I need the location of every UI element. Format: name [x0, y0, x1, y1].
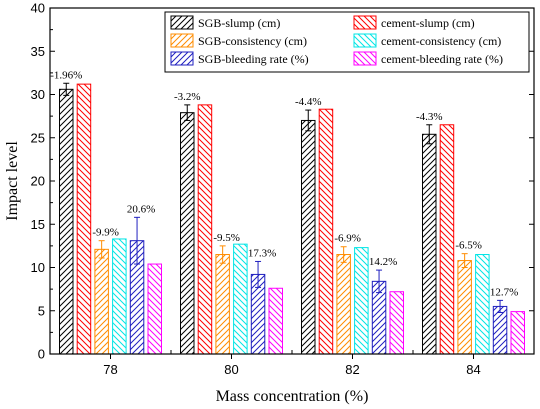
bar-sgb-consistency-cm-80 — [215, 254, 230, 355]
y-tick-label: 25 — [31, 130, 45, 145]
bar-sgb-consistency-cm-82 — [336, 254, 351, 355]
bar-cement-consistency-cm-82 — [354, 247, 369, 355]
bar-cement-consistency-cm-78 — [112, 238, 127, 355]
annotation-label: -9.9% — [92, 227, 119, 239]
bar-cement-bleeding-rate-84 — [510, 311, 525, 355]
x-axis-title: Mass concentration (%) — [216, 388, 369, 405]
bar-sgb-consistency-cm-78 — [94, 248, 109, 355]
x-axis: 78 80 82 84 — [103, 350, 481, 377]
annotation-label: -3.2% — [174, 91, 201, 103]
bar-cement-consistency-cm-80 — [233, 243, 248, 355]
error-bar — [376, 269, 383, 294]
bar-sgb-slump-cm-82 — [301, 119, 316, 355]
legend-swatch — [353, 15, 377, 30]
error-bar — [461, 253, 468, 268]
legend-label: SGB-slump (cm) — [198, 16, 280, 30]
y-tick-label: 15 — [31, 217, 45, 232]
bar-sgb-slump-cm-84 — [422, 133, 437, 355]
error-bar — [497, 299, 504, 313]
bar-cement-bleeding-rate-82 — [389, 291, 404, 355]
legend-label: cement-consistency (cm) — [381, 34, 501, 48]
error-bar — [184, 104, 191, 121]
y-tick-label: 5 — [38, 303, 45, 318]
y-tick-label: 20 — [31, 174, 45, 189]
bar-cement-slump-cm-82 — [318, 108, 334, 355]
x-tick-label: 82 — [345, 362, 359, 377]
legend-label: cement-bleeding rate (%) — [381, 52, 503, 66]
legend-swatch — [170, 51, 194, 66]
legend-swatch — [170, 15, 194, 30]
error-bar — [340, 246, 347, 263]
annotation-label: -9.5% — [213, 232, 240, 244]
legend-swatch — [170, 33, 194, 48]
bar-cement-bleeding-rate-80 — [268, 287, 283, 355]
annotation-label: -4.4% — [295, 96, 322, 108]
x-tick-label: 78 — [103, 362, 117, 377]
error-bar — [305, 109, 312, 132]
annotation-label: -1.96% — [50, 69, 82, 81]
y-tick-label: 30 — [31, 87, 45, 102]
annotation-label: 14.2% — [369, 256, 397, 268]
error-bar — [134, 216, 141, 265]
bar-sgb-bleeding-rate-84 — [492, 305, 508, 355]
error-bar — [98, 240, 105, 259]
error-bars-layer — [63, 82, 504, 313]
bar-cement-slump-cm-84 — [439, 124, 455, 355]
annotation-label: 17.3% — [248, 247, 276, 259]
annotation-label: 12.7% — [490, 286, 518, 298]
annotation-label: -6.9% — [334, 233, 361, 245]
bar-sgb-consistency-cm-84 — [457, 260, 472, 355]
y-tick-label: 0 — [38, 347, 45, 362]
bar-sgb-slump-cm-80 — [180, 112, 195, 355]
error-bar — [63, 82, 70, 96]
annotation-label: -4.3% — [416, 111, 443, 123]
legend-label: cement-slump (cm) — [381, 16, 475, 30]
x-tick-label: 80 — [224, 362, 238, 377]
y-axis-title: Impact level — [4, 141, 21, 221]
error-bar — [426, 124, 433, 145]
bar-cement-consistency-cm-84 — [475, 254, 490, 355]
bar-sgb-slump-cm-78 — [59, 88, 74, 355]
annotation-label: -6.5% — [455, 240, 482, 252]
bar-cement-slump-cm-78 — [76, 83, 92, 355]
bar-cement-slump-cm-80 — [197, 104, 213, 355]
y-axis: 0 5 10 15 20 25 30 35 40 — [31, 1, 534, 362]
legend: SGB-slump (cm) cement-slump (cm) SGB-consi… — [164, 11, 530, 73]
annotation-label: 20.6% — [127, 203, 155, 215]
annotations-layer: -1.96% -9.9% 20.6% -3.2% -9.5% 17.3% -4.4% -6.9… — [50, 69, 518, 298]
y-tick-label: 35 — [31, 44, 45, 59]
error-bar — [219, 245, 226, 264]
legend-label: SGB-consistency (cm) — [198, 34, 307, 48]
error-bar — [255, 260, 262, 288]
legend-swatch — [353, 33, 377, 48]
y-tick-label: 40 — [31, 1, 45, 16]
x-tick-label: 84 — [466, 362, 480, 377]
y-tick-label: 10 — [31, 260, 45, 275]
bar-cement-bleeding-rate-78 — [147, 263, 162, 355]
legend-label: SGB-bleeding rate (%) — [198, 52, 309, 66]
legend-swatch — [353, 51, 377, 66]
bars-layer — [59, 83, 525, 355]
legend-box — [164, 11, 530, 73]
